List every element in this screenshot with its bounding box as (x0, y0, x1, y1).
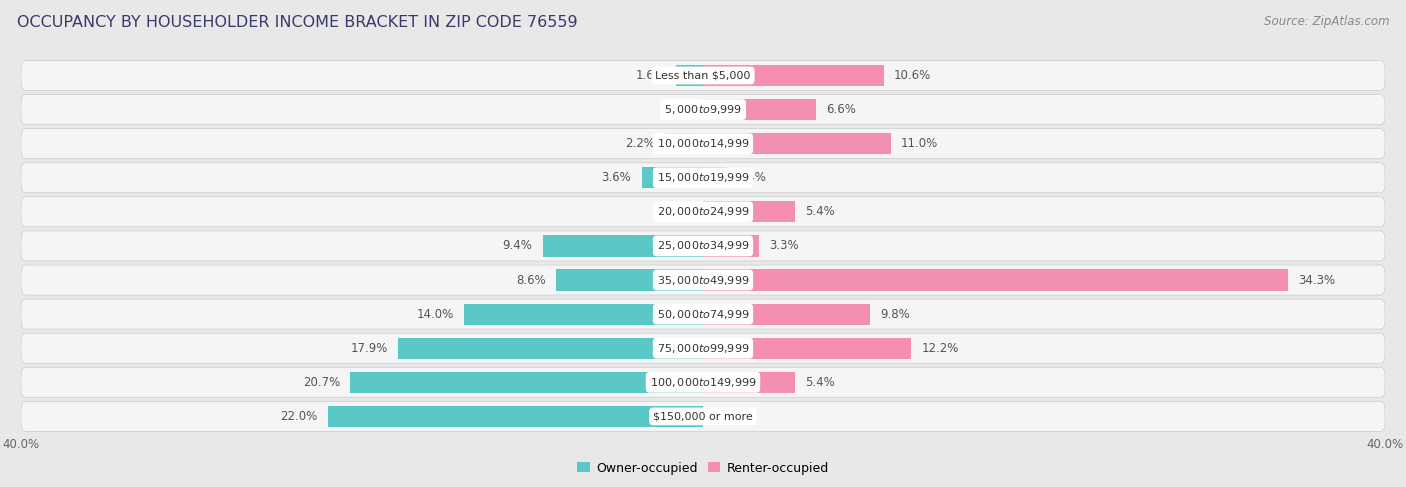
Text: 20.7%: 20.7% (302, 376, 340, 389)
Text: 10.6%: 10.6% (894, 69, 931, 82)
Text: 0.0%: 0.0% (709, 410, 738, 423)
FancyBboxPatch shape (21, 163, 1385, 193)
Text: $100,000 to $149,999: $100,000 to $149,999 (650, 376, 756, 389)
Text: $25,000 to $34,999: $25,000 to $34,999 (657, 240, 749, 252)
Text: 11.0%: 11.0% (901, 137, 938, 150)
FancyBboxPatch shape (21, 94, 1385, 125)
Bar (703, 303, 870, 325)
FancyBboxPatch shape (21, 265, 1385, 295)
FancyBboxPatch shape (21, 197, 1385, 227)
FancyBboxPatch shape (21, 129, 1385, 159)
Bar (703, 235, 759, 257)
Bar (703, 65, 884, 86)
Legend: Owner-occupied, Renter-occupied: Owner-occupied, Renter-occupied (572, 457, 834, 480)
Text: $5,000 to $9,999: $5,000 to $9,999 (664, 103, 742, 116)
Text: 9.4%: 9.4% (503, 240, 533, 252)
Bar (641, 167, 703, 188)
Bar (703, 133, 890, 154)
Bar (676, 65, 703, 86)
Text: 9.8%: 9.8% (880, 308, 910, 320)
Text: $75,000 to $99,999: $75,000 to $99,999 (657, 342, 749, 355)
FancyBboxPatch shape (21, 367, 1385, 397)
Text: 3.3%: 3.3% (769, 240, 799, 252)
Bar (703, 201, 794, 223)
FancyBboxPatch shape (21, 333, 1385, 363)
FancyBboxPatch shape (21, 401, 1385, 431)
Text: 2.2%: 2.2% (626, 137, 655, 150)
Text: 5.4%: 5.4% (806, 376, 835, 389)
Bar (703, 372, 794, 393)
Bar (350, 372, 703, 393)
Text: 34.3%: 34.3% (1298, 274, 1336, 286)
Text: 0.0%: 0.0% (668, 103, 697, 116)
Text: $10,000 to $14,999: $10,000 to $14,999 (657, 137, 749, 150)
Text: Less than $5,000: Less than $5,000 (655, 71, 751, 80)
Text: 12.2%: 12.2% (921, 342, 959, 355)
Bar (557, 269, 703, 291)
Text: 1.4%: 1.4% (737, 171, 766, 184)
Bar (328, 406, 703, 427)
Text: 6.6%: 6.6% (825, 103, 856, 116)
Text: 0.0%: 0.0% (668, 206, 697, 218)
Text: $20,000 to $24,999: $20,000 to $24,999 (657, 206, 749, 218)
Text: OCCUPANCY BY HOUSEHOLDER INCOME BRACKET IN ZIP CODE 76559: OCCUPANCY BY HOUSEHOLDER INCOME BRACKET … (17, 15, 578, 30)
Text: $50,000 to $74,999: $50,000 to $74,999 (657, 308, 749, 320)
Text: $15,000 to $19,999: $15,000 to $19,999 (657, 171, 749, 184)
Text: 8.6%: 8.6% (516, 274, 546, 286)
Text: $150,000 or more: $150,000 or more (654, 412, 752, 421)
Bar (703, 167, 727, 188)
Text: 17.9%: 17.9% (350, 342, 388, 355)
FancyBboxPatch shape (21, 60, 1385, 91)
Bar (464, 303, 703, 325)
Text: $35,000 to $49,999: $35,000 to $49,999 (657, 274, 749, 286)
Bar (665, 133, 703, 154)
Text: 22.0%: 22.0% (280, 410, 318, 423)
Text: Source: ZipAtlas.com: Source: ZipAtlas.com (1264, 15, 1389, 28)
Text: 1.6%: 1.6% (636, 69, 665, 82)
Bar (703, 337, 911, 359)
Bar (398, 337, 703, 359)
Bar (543, 235, 703, 257)
Bar (703, 99, 815, 120)
Text: 5.4%: 5.4% (806, 206, 835, 218)
Text: 14.0%: 14.0% (416, 308, 454, 320)
FancyBboxPatch shape (21, 299, 1385, 329)
FancyBboxPatch shape (21, 231, 1385, 261)
Text: 3.6%: 3.6% (602, 171, 631, 184)
Bar (703, 269, 1288, 291)
